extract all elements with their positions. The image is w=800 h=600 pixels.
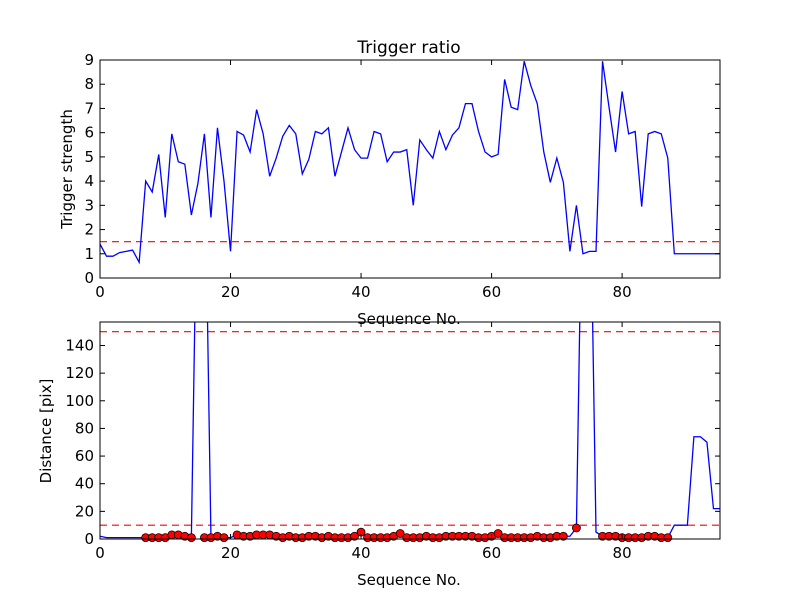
top-y-tick-label: 8 [84,75,94,93]
bottom-y-tick-label: 60 [75,447,94,465]
bottom-y-tick-label: 80 [75,419,94,437]
bottom-series-line-0 [100,322,720,539]
top-x-tick-label: 80 [613,283,632,301]
bottom-y-tick-label: 100 [65,392,94,410]
top-y-tick-label: 0 [84,269,94,287]
bottom-x-tick-label: 60 [482,544,501,562]
bottom-panel: 0 20 40 60 80 0 20 40 60 80 100 120 140 Sequence No.… [37,321,721,589]
top-chart-title: Trigger ratio [356,38,460,58]
top-x-axis-label: Sequence No. [357,310,461,328]
top-x-tick-label: 0 [95,283,105,301]
bottom-y-tick-label: 40 [75,475,94,493]
bottom-marker-point [395,529,405,538]
bottom-x-tick-label: 0 [95,544,105,562]
bottom-marker-point [219,533,229,543]
bottom-y-axis-label: Distance [pix] [37,379,55,484]
bottom-y-tick-label: 0 [84,530,94,548]
top-y-tick-label: 3 [84,196,94,214]
top-x-tick-label: 60 [482,283,501,301]
bottom-plot-frame [99,321,721,540]
bottom-marker-point [186,533,196,543]
bottom-x-axis-label: Sequence No. [357,571,461,589]
top-y-tick-label: 9 [84,51,94,69]
bottom-y-tick-label: 20 [75,502,94,520]
top-y-tick-label: 6 [84,124,94,142]
top-panel: Trigger ratio 0 20 40 60 80 0 1 2 3 4 5 6 7 8 9 Sequen… [58,38,721,328]
top-x-tick-label: 40 [352,283,371,301]
bottom-y-tick-label: 140 [65,336,94,354]
bottom-marker-point [663,533,673,543]
top-series-line-0 [100,61,720,265]
bottom-marker-point [558,531,568,541]
bottom-marker-point [572,523,581,533]
bottom-marker-point [493,529,503,538]
top-plot-frame [99,59,721,279]
top-y-tick-label: 7 [84,99,94,117]
top-y-tick-label: 4 [84,172,94,190]
bottom-y-tick-label: 120 [65,364,94,382]
top-y-tick-label: 5 [84,148,94,166]
bottom-marker-point [350,531,359,541]
top-y-tick-label: 1 [84,245,94,263]
top-x-tick-label: 20 [221,283,240,301]
bottom-x-tick-label: 20 [221,544,240,562]
bottom-x-tick-label: 40 [352,544,371,562]
top-y-tick-label: 2 [84,221,94,239]
top-y-axis-label: Trigger strength [58,109,76,230]
bottom-x-tick-label: 80 [613,544,632,562]
